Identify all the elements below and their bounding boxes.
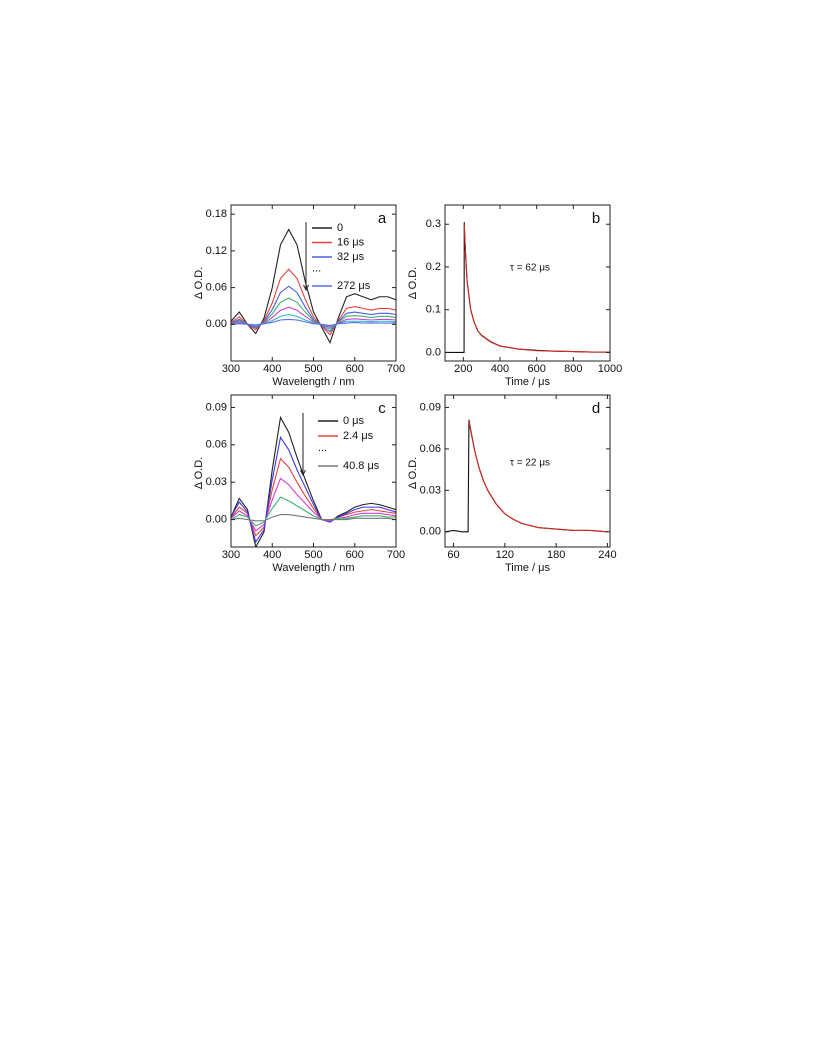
x-tick-label: 60	[447, 549, 459, 561]
x-tick-label: 120	[496, 549, 514, 561]
data-line	[231, 514, 396, 522]
y-tick-label: 0.06	[206, 439, 227, 451]
data-line	[463, 224, 610, 353]
y-axis-label: Δ O.D.	[407, 457, 419, 489]
legend-label: 272 μs	[337, 280, 371, 292]
x-tick-label: 300	[222, 363, 240, 375]
data-line	[231, 268, 396, 336]
x-axis-label: Wavelength / nm	[272, 376, 354, 388]
legend-label: 16 μs	[337, 236, 365, 248]
x-tick-label: 700	[387, 549, 405, 561]
y-tick-label: 0.03	[206, 476, 227, 488]
panel-label: a	[378, 210, 387, 227]
y-tick-label: 0.06	[420, 443, 441, 455]
x-tick-label: 200	[454, 363, 472, 375]
y-axis-label: Δ O.D.	[193, 267, 205, 299]
annotation: τ = 62 μs	[510, 263, 550, 274]
x-tick-label: 400	[263, 363, 281, 375]
x-axis-label: Time / μs	[505, 376, 551, 388]
data-line	[231, 318, 396, 327]
plot-frame	[444, 394, 611, 548]
panel-label: d	[592, 400, 600, 417]
x-tick-label: 500	[304, 363, 322, 375]
y-tick-label: 0.00	[206, 513, 227, 525]
data-line	[231, 457, 396, 537]
y-tick-label: 0.00	[206, 318, 227, 330]
y-tick-label: 0.09	[206, 401, 227, 413]
y-axis-label: Δ O.D.	[193, 457, 205, 489]
x-axis-label: Time / μs	[505, 562, 551, 574]
x-tick-label: 700	[387, 363, 405, 375]
x-tick-label: 400	[263, 549, 281, 561]
data-line	[231, 435, 396, 544]
plot-frame	[444, 204, 611, 362]
annotation: τ = 22 μs	[510, 458, 550, 469]
y-tick-label: 0.3	[426, 218, 441, 230]
data-line	[468, 421, 608, 533]
y-tick-label: 0.0	[426, 346, 441, 358]
legend-label: 2.4 μs	[343, 430, 374, 442]
y-tick-label: 0.2	[426, 261, 441, 273]
data-line	[231, 477, 396, 532]
x-tick-label: 240	[598, 549, 616, 561]
x-tick-label: 300	[222, 549, 240, 561]
legend-arrow-head	[303, 284, 309, 292]
x-tick-label: 600	[346, 363, 364, 375]
legend-note: ...	[312, 262, 321, 274]
y-tick-label: 0.12	[206, 245, 227, 257]
legend-note: ...	[318, 442, 327, 454]
y-tick-label: 0.06	[206, 281, 227, 293]
y-tick-label: 0.1	[426, 304, 441, 316]
y-tick-label: 0.03	[420, 484, 441, 496]
x-tick-label: 500	[304, 549, 322, 561]
x-tick-label: 400	[491, 363, 509, 375]
x-tick-label: 1000	[598, 363, 622, 375]
legend-arrow-head	[300, 469, 306, 477]
legend-label: 0 μs	[343, 415, 365, 427]
data-line	[231, 496, 396, 527]
x-tick-label: 180	[547, 549, 565, 561]
y-tick-label: 0.09	[420, 401, 441, 413]
x-axis-label: Wavelength / nm	[272, 562, 354, 574]
y-tick-label: 0.18	[206, 208, 227, 220]
data-line	[231, 415, 396, 547]
x-tick-label: 800	[564, 363, 582, 375]
y-axis-label: Δ O.D.	[407, 267, 419, 299]
legend-label: 0	[337, 222, 343, 234]
x-tick-label: 600	[346, 549, 364, 561]
y-tick-label: 0.00	[420, 526, 441, 538]
legend-label: 40.8 μs	[343, 460, 380, 472]
panel-label: c	[378, 400, 386, 417]
data-line	[231, 228, 396, 345]
legend-label: 32 μs	[337, 251, 365, 263]
x-tick-label: 600	[527, 363, 545, 375]
panel-label: b	[592, 210, 600, 227]
